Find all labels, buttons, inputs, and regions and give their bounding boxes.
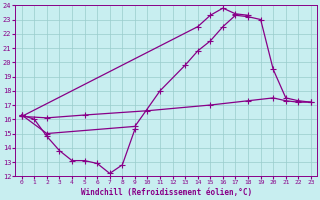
X-axis label: Windchill (Refroidissement éolien,°C): Windchill (Refroidissement éolien,°C) — [81, 188, 252, 197]
